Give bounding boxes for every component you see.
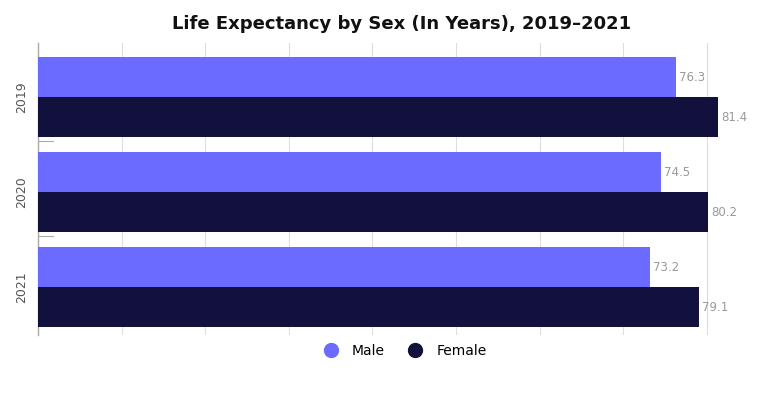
Text: 76.3: 76.3 xyxy=(679,71,705,84)
Text: 79.1: 79.1 xyxy=(702,301,729,314)
Bar xyxy=(38,192,708,232)
Text: 74.5: 74.5 xyxy=(664,166,690,179)
Text: 81.4: 81.4 xyxy=(722,111,748,124)
Bar xyxy=(38,97,718,137)
Bar xyxy=(38,248,650,288)
Bar xyxy=(38,288,699,327)
Bar xyxy=(38,57,675,97)
Text: 73.2: 73.2 xyxy=(653,261,679,274)
Bar xyxy=(38,152,661,192)
Legend: Male, Female: Male, Female xyxy=(311,338,492,363)
Title: Life Expectancy by Sex (In Years), 2019–2021: Life Expectancy by Sex (In Years), 2019–… xyxy=(172,15,631,33)
Text: 80.2: 80.2 xyxy=(711,206,738,219)
